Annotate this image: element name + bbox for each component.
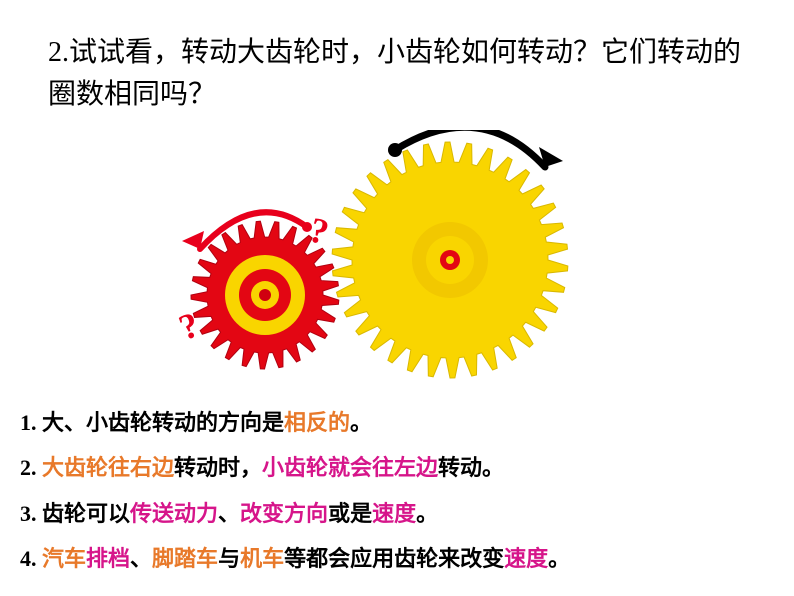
- answer-line-3: 3. 齿轮可以传送动力、改变方向或是速度。: [20, 495, 770, 532]
- answer-segment: 。: [350, 410, 372, 435]
- answer-segment: 。: [416, 501, 438, 526]
- question-text: 2.试试看，转动大齿轮时，小齿轮如何转动？它们转动的圈数相同吗？: [48, 32, 748, 116]
- answer-segment: 等都会应用齿轮来改变: [284, 546, 504, 571]
- answer-segment: 改变方向: [240, 501, 328, 526]
- answer-segment: 与: [218, 546, 240, 571]
- answer-segment: 齿轮可以: [42, 501, 130, 526]
- answer-line-4: 4. 汽车排档、脚踏车与机车等都会应用齿轮来改变速度。: [20, 540, 770, 577]
- answer-segment: 转动时，: [174, 455, 262, 480]
- answer-segment: 机车: [240, 546, 284, 571]
- answer-line-1: 1. 大、小齿轮转动的方向是相反的。: [20, 404, 770, 441]
- answer-segment: 或是: [328, 501, 372, 526]
- answer-segment: 小齿轮就会往左边: [262, 455, 438, 480]
- answer-segment: 汽车: [42, 546, 86, 571]
- answer-segment: 转动。: [438, 455, 504, 480]
- answer-segment: 相反的: [284, 410, 350, 435]
- answer-segment: 速度: [372, 501, 416, 526]
- answer-segment: 、: [130, 546, 152, 571]
- answer-segment: 。: [548, 546, 570, 571]
- answer-segment: 大、小齿轮转动的方向是: [42, 410, 284, 435]
- answer-segment: 速度: [504, 546, 548, 571]
- answer-segment: 、: [218, 501, 240, 526]
- answer-line-2: 2. 大齿轮往右边转动时，小齿轮就会往左边转动。: [20, 449, 770, 486]
- answer-segment: 传送动力: [130, 501, 218, 526]
- answer-segment: 排档: [86, 546, 130, 571]
- gear-diagram: ??: [150, 130, 650, 380]
- answer-segment: 大齿轮往右边: [42, 455, 174, 480]
- answer-segment: 脚踏车: [152, 546, 218, 571]
- answers-block: 1. 大、小齿轮转动的方向是相反的。 2. 大齿轮往右边转动时，小齿轮就会往左边转…: [20, 404, 770, 586]
